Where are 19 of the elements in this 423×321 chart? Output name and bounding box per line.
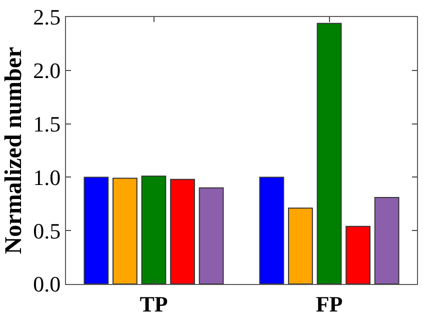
y-tick-label: 1.5	[33, 112, 61, 136]
x-tick-label: FP	[316, 291, 343, 316]
bar	[170, 178, 195, 284]
bar	[346, 226, 370, 284]
bar	[198, 187, 224, 284]
y-tick-label: 2.5	[33, 4, 61, 30]
bar	[112, 178, 138, 284]
y-tick-label: 2.0	[33, 58, 61, 84]
bar	[259, 176, 284, 284]
y-tick-label: 0.0	[33, 272, 61, 297]
bar	[141, 176, 166, 284]
bar	[316, 22, 342, 284]
bar	[84, 176, 109, 284]
x-tick-label: TP	[140, 291, 168, 316]
y-tick-label: 0.5	[33, 218, 61, 244]
bar	[288, 208, 313, 284]
y-tick-label: 1.0	[33, 164, 61, 190]
bar	[374, 196, 400, 284]
y-axis-title: Normalized number	[1, 46, 28, 254]
